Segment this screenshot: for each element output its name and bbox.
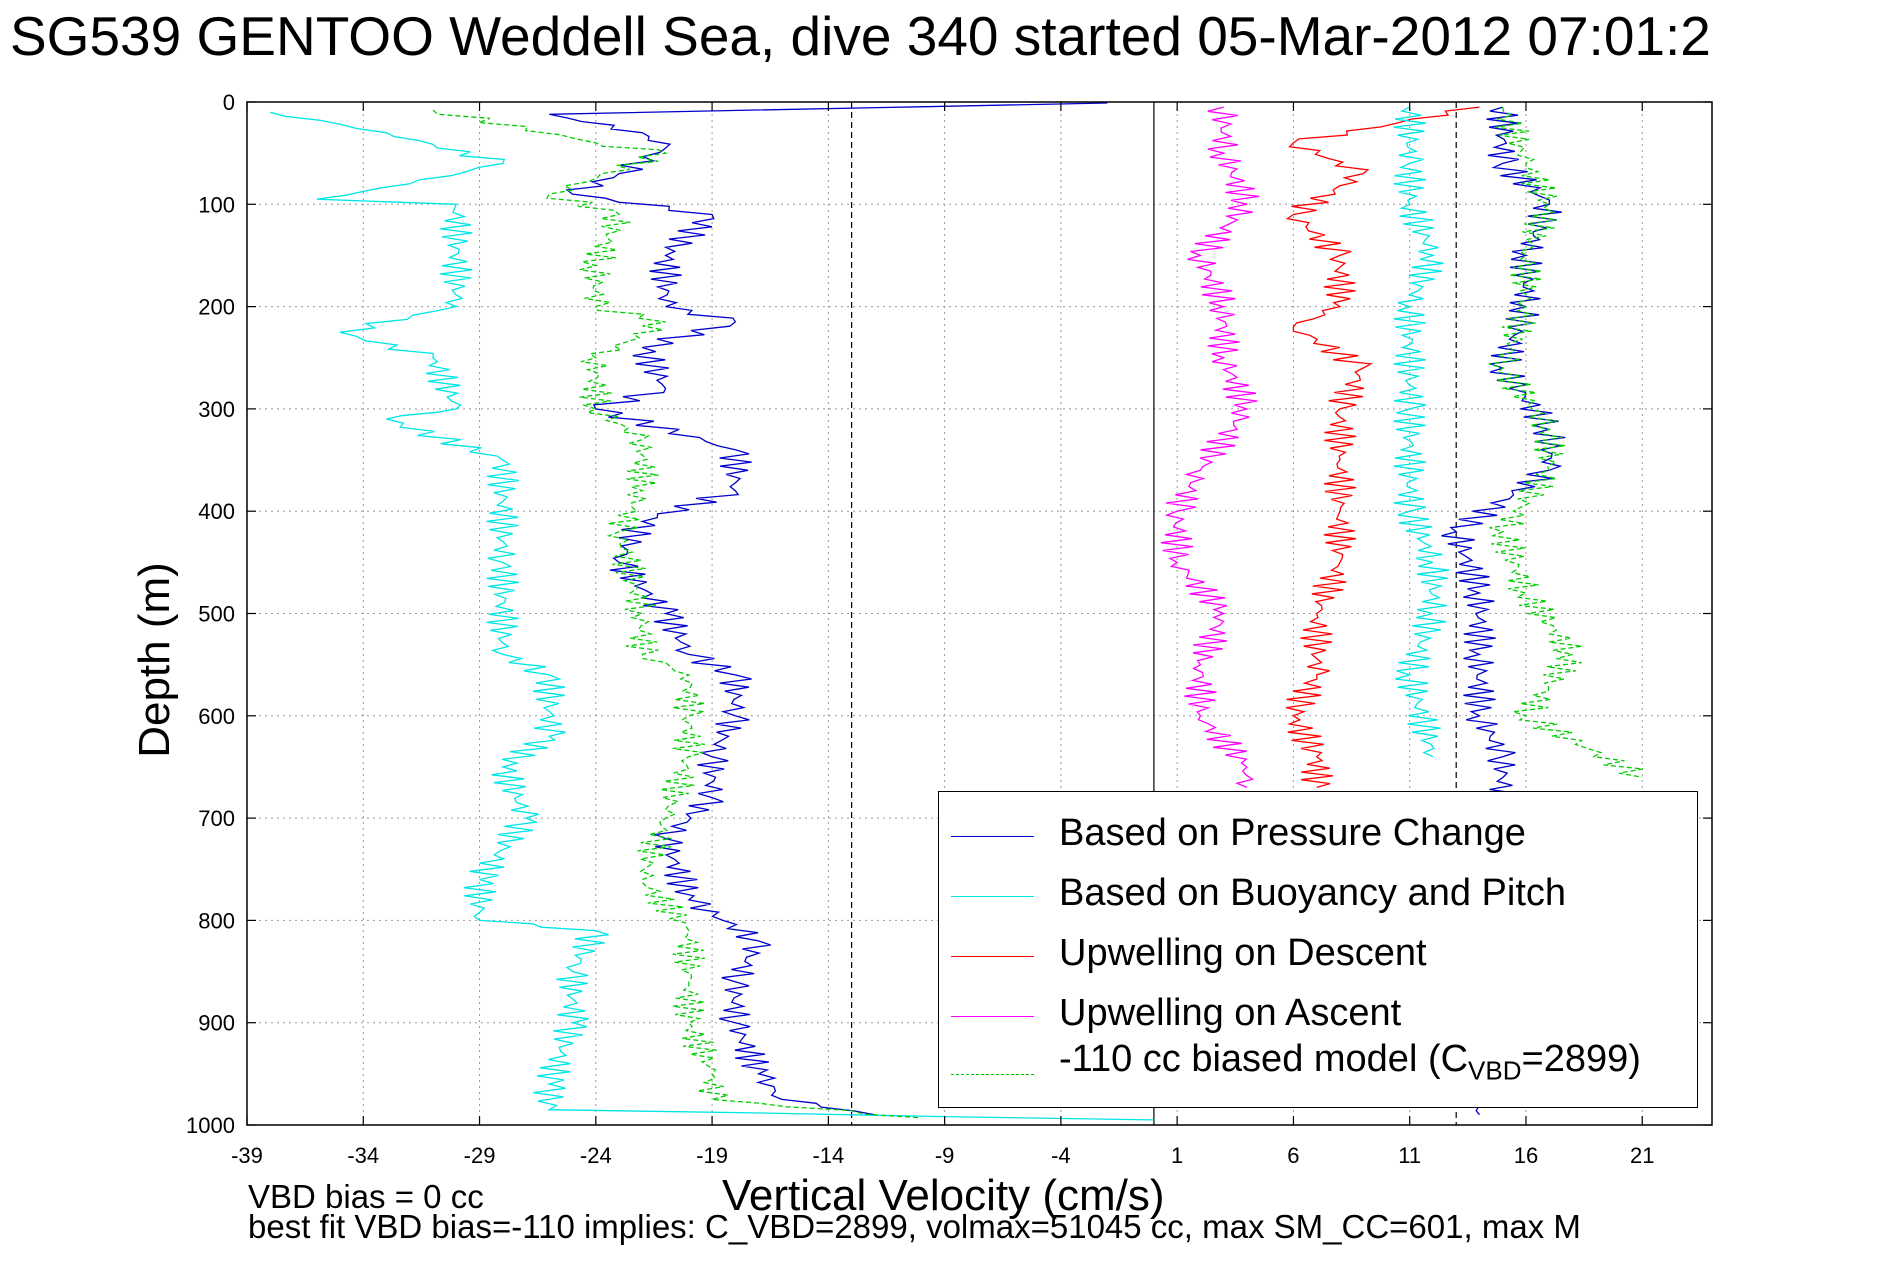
series-line — [432, 109, 922, 1119]
y-tick-label: 0 — [223, 90, 235, 115]
x-tick-label: 1 — [1171, 1143, 1183, 1168]
legend-swatch-buoyancy — [951, 896, 1034, 897]
y-tick-label: 400 — [198, 499, 235, 524]
legend-item-descent: Upwelling on Descent — [951, 932, 1691, 982]
legend-label-pressure: Based on Pressure Change — [1059, 812, 1526, 854]
x-tick-label: -24 — [580, 1143, 612, 1168]
axis-ticks: -39 -34 -29 -24 -19 -14 -9 -4 1 6 11 16 210100200300… — [186, 90, 1712, 1168]
y-axis-label: Depth (m) — [130, 562, 179, 758]
legend-biased-sub: VBD — [1468, 1055, 1522, 1086]
series-line — [1285, 106, 1480, 789]
legend-label-ascent: Upwelling on Ascent — [1059, 992, 1402, 1034]
legend-item-buoyancy: Based on Buoyancy and Pitch — [951, 872, 1691, 922]
series-line — [549, 102, 1108, 1116]
x-tick-label: -34 — [347, 1143, 379, 1168]
y-tick-label: 100 — [198, 192, 235, 217]
y-tick-label: 700 — [198, 806, 235, 831]
figure-title: SG539 GENTOO Weddell Sea, dive 340 start… — [10, 5, 1711, 67]
legend: Based on Pressure Change Based on Buoyan… — [938, 791, 1698, 1108]
x-tick-label: -9 — [935, 1143, 955, 1168]
x-axis-label: Vertical Velocity (cm/s) — [722, 1171, 1165, 1220]
series-line — [270, 111, 1154, 1121]
legend-item-ascent: Upwelling on Ascent — [951, 992, 1691, 1042]
legend-swatch-descent — [951, 956, 1034, 957]
y-tick-label: 900 — [198, 1011, 235, 1036]
x-tick-label: -29 — [464, 1143, 496, 1168]
legend-swatch-ascent — [951, 1016, 1034, 1017]
legend-biased-prefix: -110 cc biased model (C — [1059, 1038, 1469, 1080]
legend-swatch-biased — [951, 1074, 1034, 1075]
legend-item-biased: -110 cc biased model (CVBD=2899) — [951, 1038, 1691, 1088]
legend-swatch-pressure — [951, 836, 1034, 837]
series-line — [1160, 106, 1260, 789]
x-tick-label: 21 — [1630, 1143, 1654, 1168]
legend-label-descent: Upwelling on Descent — [1059, 932, 1427, 974]
y-tick-label: 1000 — [186, 1113, 235, 1138]
legend-biased-suffix: =2899) — [1521, 1038, 1641, 1080]
x-tick-label: 16 — [1514, 1143, 1538, 1168]
series-line — [1393, 106, 1450, 758]
legend-label-biased: -110 cc biased model (CVBD=2899) — [1059, 1038, 1641, 1087]
x-tick-label: -14 — [812, 1143, 844, 1168]
y-tick-label: 600 — [198, 704, 235, 729]
y-tick-label: 800 — [198, 908, 235, 933]
x-tick-label: 6 — [1287, 1143, 1299, 1168]
legend-label-buoyancy: Based on Buoyancy and Pitch — [1059, 872, 1567, 914]
x-tick-label: -4 — [1051, 1143, 1071, 1168]
vbd-bias-note: VBD bias = 0 cc — [248, 1178, 484, 1215]
x-tick-label: -19 — [696, 1143, 728, 1168]
data-series — [270, 102, 1644, 1121]
x-tick-label: 11 — [1398, 1143, 1421, 1168]
y-tick-label: 500 — [198, 602, 235, 627]
y-tick-label: 300 — [198, 397, 235, 422]
legend-item-pressure: Based on Pressure Change — [951, 812, 1691, 862]
y-tick-label: 200 — [198, 295, 235, 320]
series-line — [1488, 106, 1644, 778]
best-fit-note: best fit VBD bias=-110 implies: C_VBD=28… — [248, 1208, 1581, 1245]
x-tick-label: -39 — [231, 1143, 263, 1168]
